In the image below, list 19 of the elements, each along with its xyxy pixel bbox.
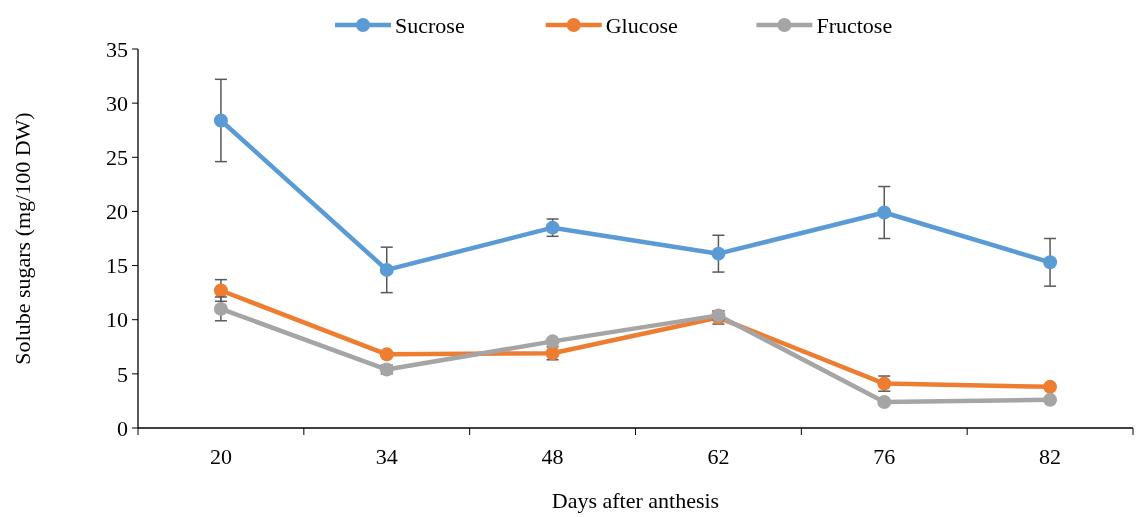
y-tick-label: 25 <box>106 144 128 170</box>
y-tick-label: 20 <box>106 199 128 225</box>
y-tick-label: 5 <box>117 361 128 387</box>
y-tick-label: 35 <box>106 36 128 62</box>
x-tick-label: 76 <box>873 444 896 469</box>
x-tick-label: 82 <box>1039 444 1062 469</box>
y-axis-title: Solube sugars (mg/100 DW) <box>10 112 35 365</box>
y-tick-label: 30 <box>106 90 128 116</box>
legend-label: Glucose <box>605 12 678 38</box>
legend-label: Sucrose <box>395 12 465 38</box>
x-axis-title: Days after anthesis <box>551 488 720 513</box>
y-tick-label: 15 <box>106 253 128 279</box>
x-tick-label: 34 <box>375 444 398 469</box>
x-tick-label: 62 <box>707 444 730 469</box>
legend-label: Fructose <box>816 12 893 38</box>
y-tick-label: 10 <box>106 307 128 333</box>
x-tick-label: 48 <box>541 444 564 469</box>
y-tick-label: 0 <box>117 415 128 441</box>
x-tick-label: 20 <box>209 444 232 469</box>
